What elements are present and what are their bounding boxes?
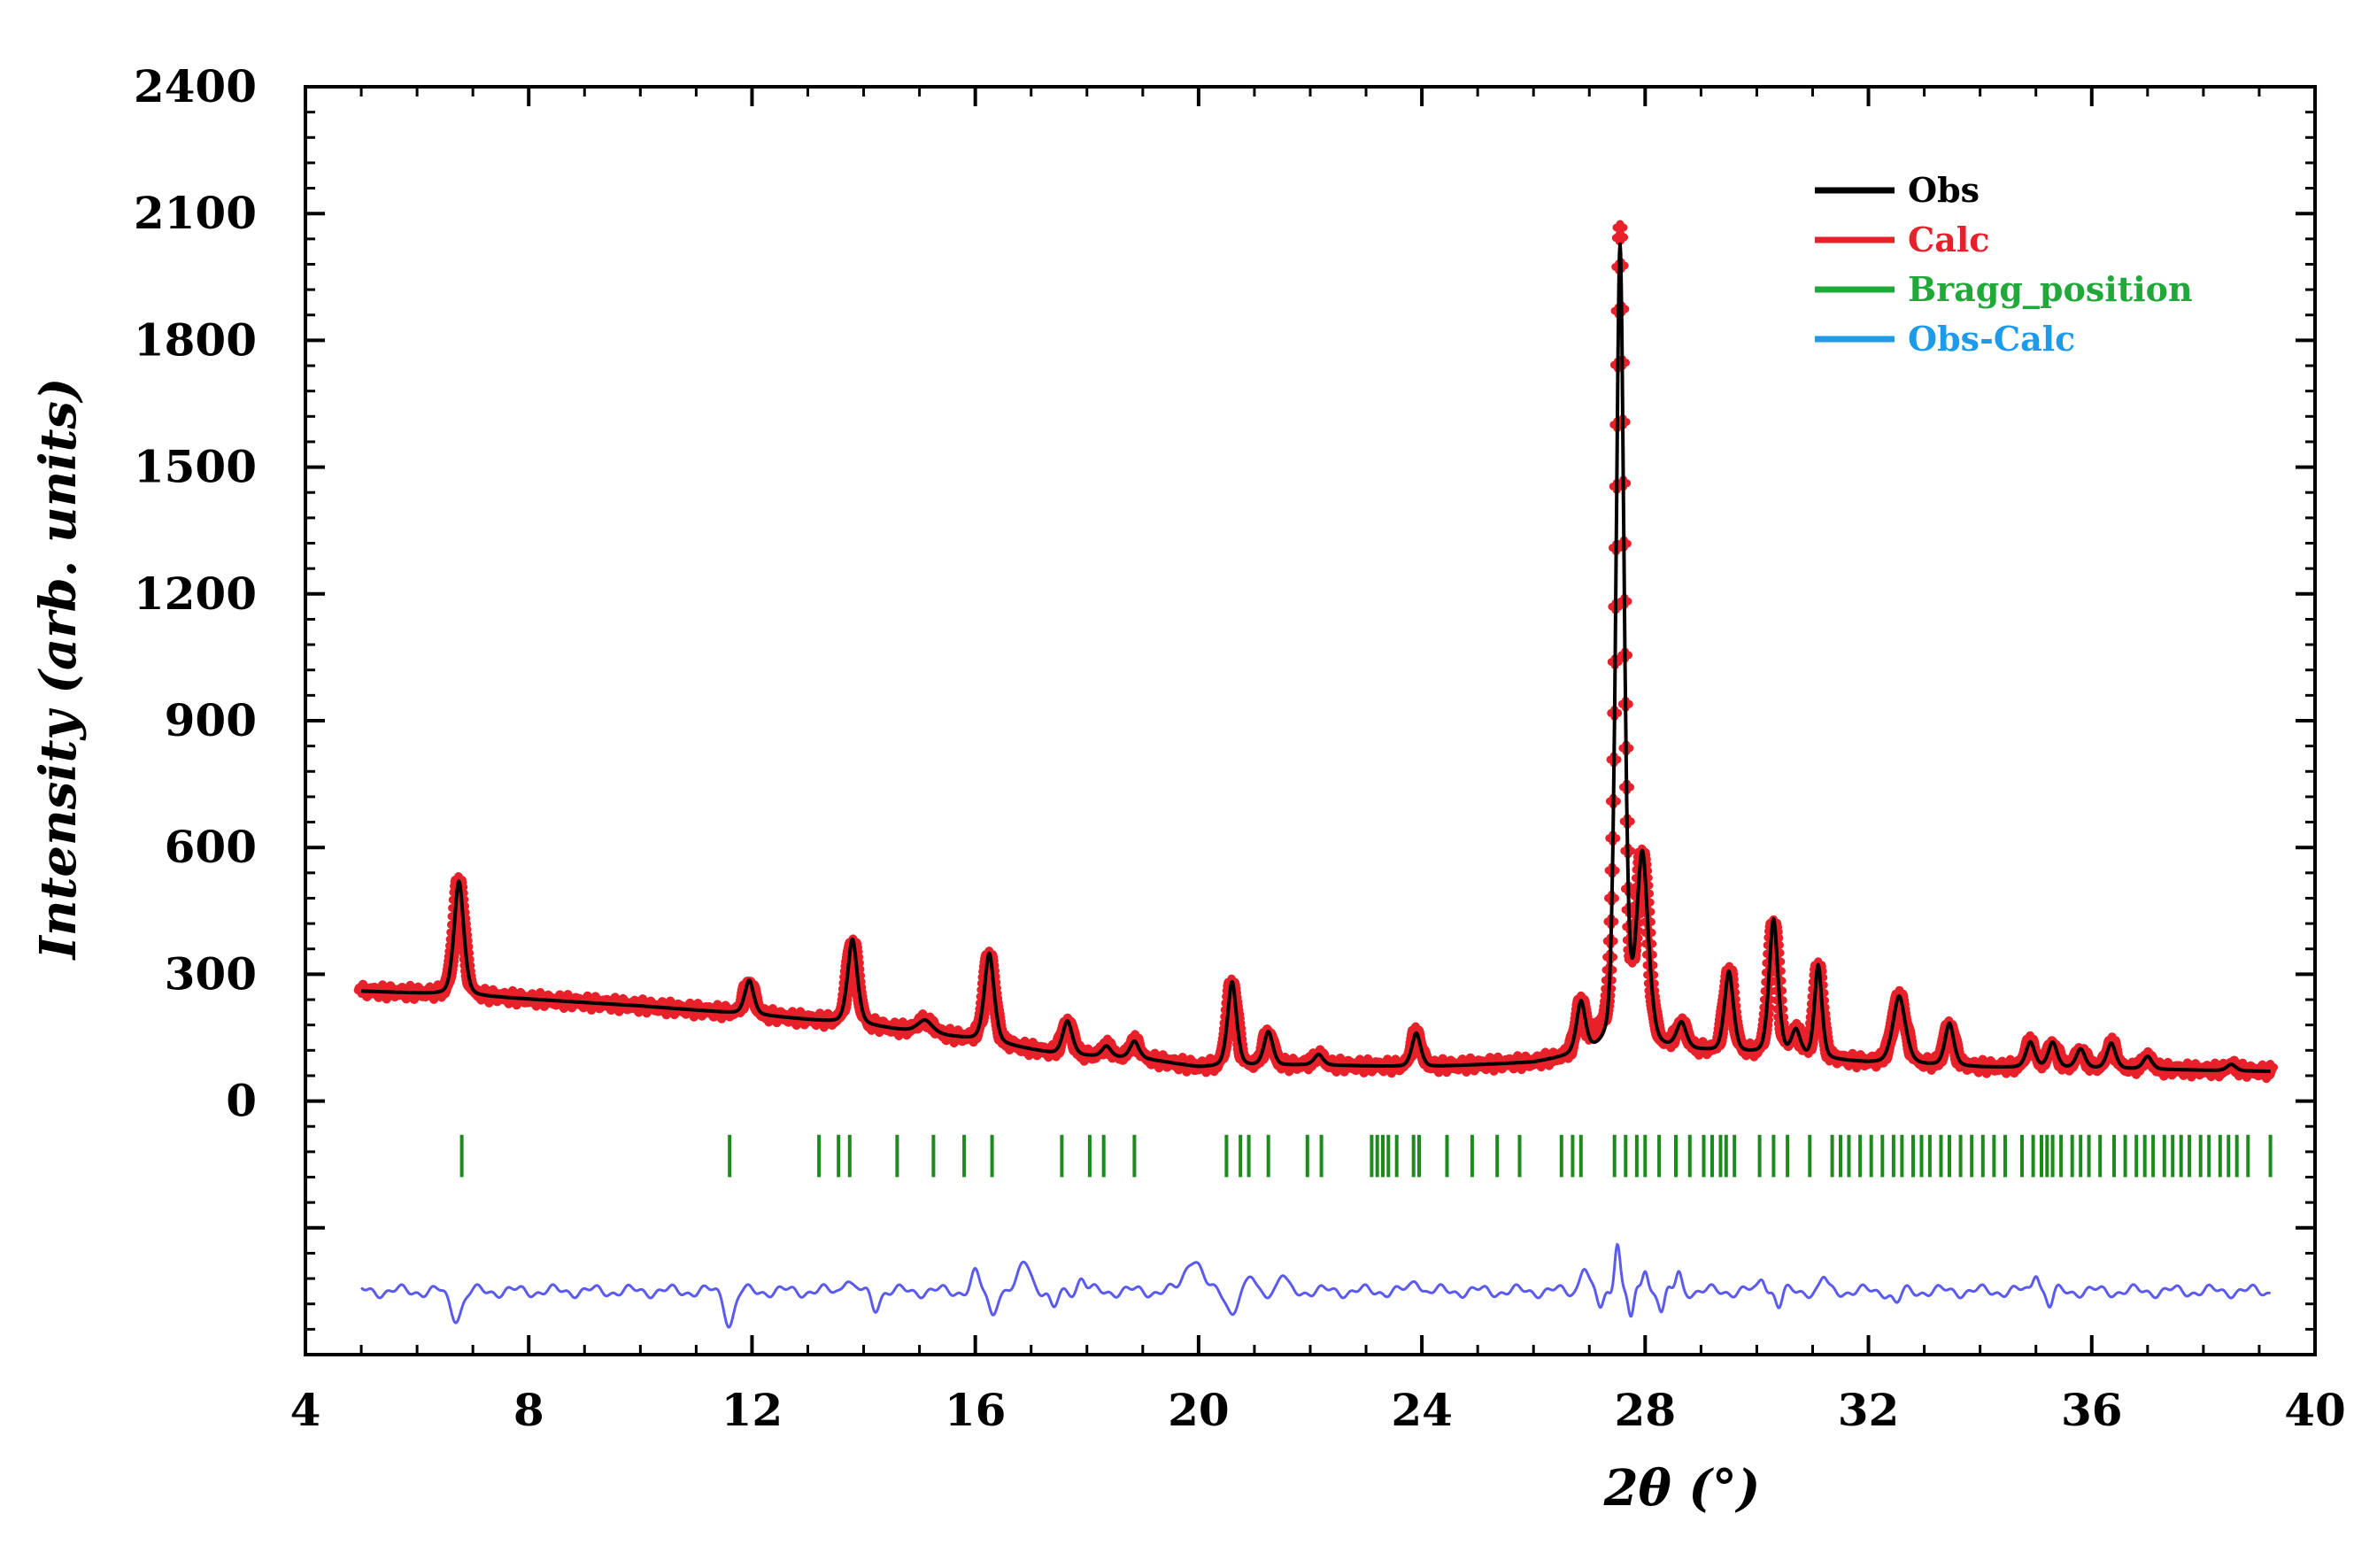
y-tick-label: 300 [165,947,257,1000]
x-tick-label: 40 [2284,1384,2346,1436]
bragg-position-ticks [459,1134,2273,1178]
y-tick-label: 900 [165,694,257,746]
x-tick-label: 28 [1615,1384,1677,1436]
x-tick-label: 32 [1838,1384,1900,1436]
x-axis-title: 2θ (°) [1603,1459,1761,1518]
y-tick-label: 0 [226,1075,257,1127]
y-axis-title: Intensity (arb. units) [29,378,88,962]
x-tick-label: 4 [290,1384,321,1436]
y-tick-label: 2100 [134,187,257,239]
y-axis: 0 300 600 900 1200 1500 1800 2100 2400 [134,60,2315,1356]
x-axis: 4 8 12 16 20 24 28 32 36 40 [290,87,2346,1436]
y-tick-label: 1500 [134,441,257,493]
legend-label: Obs [1908,170,1980,210]
x-tick-label: 24 [1391,1384,1453,1436]
obs-curve-group [359,242,2272,1074]
y-tick-label: 2400 [134,60,257,112]
y-tick-label: 1800 [134,313,257,366]
y-tick-label: 1200 [134,568,257,620]
obs-curve [359,242,2272,1074]
difference-curve-group [360,1242,2272,1329]
legend: Obs Calc Bragg_position Obs-Calc [1815,170,2193,359]
y-tick-label: 600 [165,821,257,873]
x-tick-label: 16 [945,1384,1007,1436]
obs-calc-difference-curve [360,1242,2272,1329]
x-tick-label: 20 [1168,1384,1230,1436]
x-tick-label: 36 [2061,1384,2123,1436]
legend-label: Calc [1908,220,1989,259]
legend-label: Obs-Calc [1908,319,2075,359]
x-tick-label: 12 [722,1384,783,1436]
legend-label: Bragg_position [1908,269,2193,309]
x-tick-label: 8 [513,1384,544,1436]
plot-area [353,220,2279,1329]
